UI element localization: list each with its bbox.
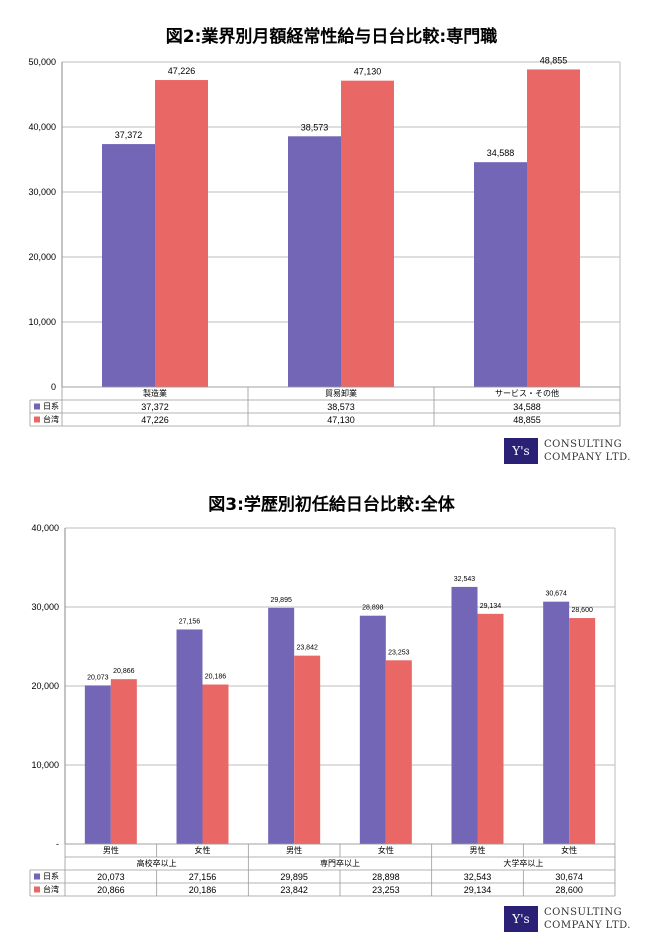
bar-japan bbox=[474, 162, 527, 387]
logo-text: CONSULTING COMPANY LTD. bbox=[544, 906, 631, 932]
data-label: 23,253 bbox=[388, 649, 410, 656]
table-value: 29,134 bbox=[464, 885, 492, 895]
category-label: 女性 bbox=[561, 845, 577, 855]
data-label: 47,226 bbox=[168, 66, 196, 76]
table-value: 29,895 bbox=[280, 872, 308, 882]
y-tick-label: 20,000 bbox=[28, 252, 56, 262]
table-value: 23,253 bbox=[372, 885, 400, 895]
bar-taiwan bbox=[341, 80, 394, 387]
bar-japan bbox=[288, 136, 341, 387]
logo-mark: Y's bbox=[504, 438, 538, 464]
category-label: 女性 bbox=[195, 845, 211, 855]
data-label: 29,134 bbox=[480, 603, 502, 610]
bar-taiwan bbox=[569, 618, 596, 844]
group-label: 大学卒以上 bbox=[503, 858, 543, 868]
bar-taiwan bbox=[385, 660, 412, 844]
logo-line2: COMPANY LTD. bbox=[544, 920, 631, 931]
bar-taiwan bbox=[294, 655, 321, 844]
y-tick-label: 10,000 bbox=[28, 317, 56, 327]
chart2-title: 図3:学歴別初任給日台比較:全体 bbox=[208, 495, 455, 515]
legend-label: 日系 bbox=[43, 401, 59, 411]
category-label: 男性 bbox=[286, 845, 302, 855]
table-value: 32,543 bbox=[464, 872, 492, 882]
table-value: 30,674 bbox=[555, 872, 583, 882]
table-value: 23,842 bbox=[280, 885, 308, 895]
y-tick-label: 20,000 bbox=[31, 681, 59, 691]
company-logo-1: Y's CONSULTING COMPANY LTD. bbox=[504, 438, 631, 464]
data-label: 38,573 bbox=[301, 122, 329, 132]
y-tick-label: 50,000 bbox=[28, 57, 56, 67]
bar-taiwan bbox=[155, 80, 208, 387]
bar-japan bbox=[451, 586, 478, 844]
bar-japan bbox=[268, 607, 295, 844]
company-logo-2: Y's CONSULTING COMPANY LTD. bbox=[504, 906, 631, 932]
table-value: 20,866 bbox=[97, 885, 125, 895]
table-value: 20,073 bbox=[97, 872, 125, 882]
data-label: 20,073 bbox=[87, 674, 109, 681]
bar-taiwan bbox=[527, 69, 580, 387]
legend-swatch-taiwan bbox=[34, 886, 40, 893]
category-label: 男性 bbox=[103, 845, 119, 855]
table-value: 47,130 bbox=[327, 415, 355, 425]
logo-line1: CONSULTING bbox=[544, 907, 623, 918]
data-label: 32,543 bbox=[454, 576, 476, 583]
data-label: 28,898 bbox=[362, 605, 384, 612]
bar-japan bbox=[543, 601, 570, 844]
logo-mark: Y's bbox=[504, 906, 538, 932]
category-label: サービス・その他 bbox=[495, 388, 559, 398]
y-tick-label: 10,000 bbox=[31, 760, 59, 770]
category-label: 貿易卸業 bbox=[325, 388, 357, 398]
logo-line1: CONSULTING bbox=[544, 439, 623, 450]
y-tick-label: 30,000 bbox=[31, 602, 59, 612]
data-label: 47,130 bbox=[354, 67, 382, 77]
bar-japan bbox=[359, 615, 386, 844]
data-label: 30,674 bbox=[545, 591, 567, 598]
data-label: 29,895 bbox=[270, 597, 292, 604]
legend-label: 日系 bbox=[43, 871, 59, 881]
y-tick-label: 40,000 bbox=[31, 523, 59, 533]
table-value: 27,156 bbox=[189, 872, 217, 882]
category-label: 男性 bbox=[470, 845, 486, 855]
chart1-title: 図2:業界別月額経常性給与日台比較:専門職 bbox=[165, 27, 498, 47]
logo-line2: COMPANY LTD. bbox=[544, 452, 631, 463]
bar-japan bbox=[102, 144, 155, 387]
y-tick-label: - bbox=[56, 839, 59, 849]
table-value: 37,372 bbox=[141, 402, 169, 412]
group-label: 高校卒以上 bbox=[137, 858, 177, 868]
table-value: 47,226 bbox=[141, 415, 169, 425]
table-value: 20,186 bbox=[189, 885, 217, 895]
data-label: 48,855 bbox=[540, 55, 568, 65]
group-label: 専門卒以上 bbox=[320, 858, 360, 868]
data-label: 34,588 bbox=[487, 148, 515, 158]
y-tick-label: 0 bbox=[51, 382, 56, 392]
category-label: 製造業 bbox=[143, 388, 167, 398]
legend-swatch-taiwan bbox=[34, 416, 40, 423]
data-label: 23,842 bbox=[296, 645, 318, 652]
bar-taiwan bbox=[110, 679, 137, 844]
table-value: 48,855 bbox=[513, 415, 541, 425]
table-value: 28,898 bbox=[372, 872, 400, 882]
data-label: 20,186 bbox=[205, 674, 227, 681]
y-tick-label: 40,000 bbox=[28, 122, 56, 132]
bar-taiwan bbox=[202, 684, 229, 844]
category-label: 女性 bbox=[378, 845, 394, 855]
y-tick-label: 30,000 bbox=[28, 187, 56, 197]
data-label: 20,866 bbox=[113, 668, 135, 675]
bar-taiwan bbox=[477, 613, 504, 844]
data-label: 28,600 bbox=[571, 607, 593, 614]
legend-label: 台湾 bbox=[43, 884, 59, 894]
data-label: 37,372 bbox=[115, 130, 143, 140]
logo-text: CONSULTING COMPANY LTD. bbox=[544, 438, 631, 464]
legend-label: 台湾 bbox=[43, 414, 59, 424]
table-value: 34,588 bbox=[513, 402, 541, 412]
bar-japan bbox=[84, 685, 111, 844]
table-value: 38,573 bbox=[327, 402, 355, 412]
legend-swatch-japan bbox=[34, 873, 40, 880]
bar-japan bbox=[176, 629, 203, 844]
table-value: 28,600 bbox=[555, 885, 583, 895]
data-label: 27,156 bbox=[179, 618, 201, 625]
legend-swatch-japan bbox=[34, 403, 40, 410]
